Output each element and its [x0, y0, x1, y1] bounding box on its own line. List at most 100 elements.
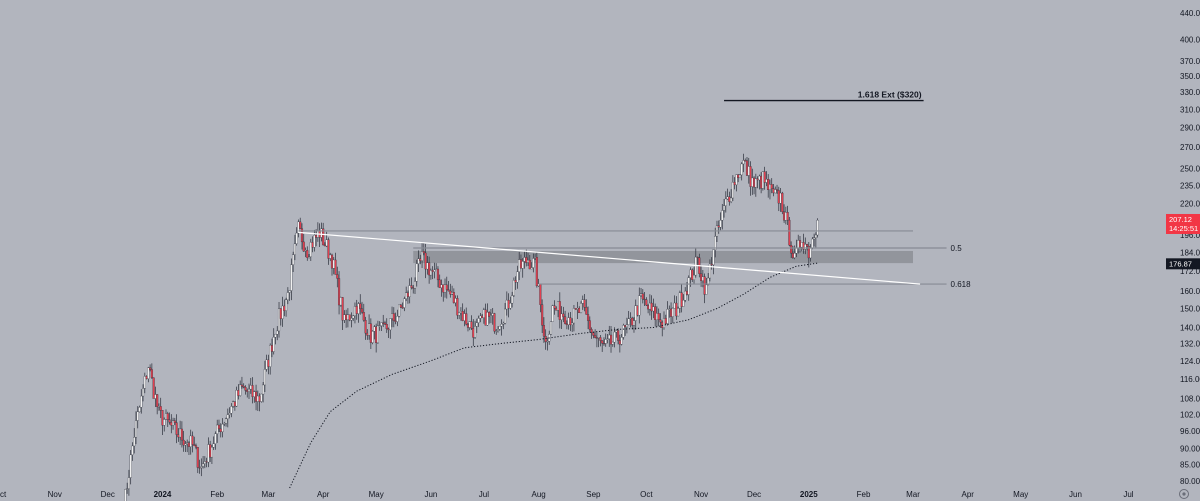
candle-body	[777, 190, 780, 204]
candle-body	[793, 253, 796, 258]
candle-body	[405, 292, 408, 299]
candle-body	[479, 315, 482, 319]
candle-body	[767, 179, 770, 191]
candle-body	[131, 445, 134, 456]
candle-body	[246, 390, 249, 392]
price-tick-label: 400.00	[1180, 35, 1200, 44]
candle-body	[339, 297, 342, 306]
tv-logo-ring[interactable]	[1179, 489, 1189, 499]
candle-body	[468, 321, 471, 328]
candle-body	[239, 384, 242, 396]
candle-body	[272, 337, 275, 352]
candle-body	[625, 324, 628, 328]
candle-body	[472, 328, 475, 338]
candle-body	[154, 394, 157, 399]
candle-body	[143, 376, 146, 389]
candle-body	[380, 322, 383, 326]
candle-body	[403, 298, 406, 308]
candle-body	[136, 411, 139, 421]
candle-body	[648, 302, 651, 310]
candle-body	[164, 413, 168, 420]
candle-body	[413, 281, 417, 289]
candle-body	[745, 160, 749, 176]
candle-body	[149, 367, 152, 370]
candle-body	[685, 290, 689, 295]
time-tick-label: 2024	[154, 490, 172, 499]
price-tick-label: 220.00	[1180, 199, 1200, 208]
tv-logo-dot	[1182, 492, 1186, 496]
candle-body	[493, 313, 496, 332]
price-tick-label: 90.00	[1180, 445, 1200, 454]
candle-body	[368, 323, 371, 336]
candle-body	[152, 377, 155, 399]
candle-body	[512, 280, 515, 296]
candle-body	[285, 299, 288, 311]
candle-body	[375, 326, 378, 343]
candle-body	[255, 391, 258, 402]
candle-body	[754, 178, 757, 188]
candle-body	[336, 274, 339, 279]
candle-body	[290, 264, 293, 291]
candle-body	[779, 192, 782, 204]
candle-body	[647, 305, 650, 310]
candle-body	[262, 384, 265, 395]
candle-body	[553, 305, 556, 309]
candle-body	[691, 269, 694, 280]
candle-body	[228, 413, 231, 415]
candle-body	[639, 293, 643, 296]
candle-body	[258, 395, 261, 402]
candle-body	[714, 236, 717, 250]
candle-body	[514, 280, 517, 283]
candle-body	[235, 390, 238, 407]
candle-body	[731, 182, 734, 199]
price-tick-label: 370.00	[1180, 57, 1200, 66]
candle-body	[753, 177, 756, 188]
candle-body	[668, 308, 671, 310]
candle-body	[813, 237, 816, 240]
candle-body	[343, 314, 346, 321]
candle-body	[624, 325, 627, 328]
candle-body	[327, 239, 330, 259]
candle-body	[530, 267, 533, 270]
candle-body	[295, 232, 298, 244]
candle-body	[677, 308, 680, 317]
candle-body	[346, 314, 349, 320]
candle-body	[232, 401, 235, 407]
target-label: 1.618 Ext ($320)	[858, 90, 922, 100]
candle-body	[535, 257, 538, 287]
candle-body	[382, 322, 385, 324]
candle-body	[406, 292, 409, 297]
candle-body	[735, 174, 738, 186]
candle-body	[590, 329, 593, 333]
candle-body	[217, 424, 221, 430]
time-tick-label: Nov	[48, 490, 62, 499]
candle-body	[541, 304, 544, 326]
candle-body	[438, 279, 441, 288]
candle-body	[451, 292, 454, 295]
candle-body	[636, 305, 639, 316]
time-axis[interactable]: Oct Nov Dec 2024 Feb Mar Apr May Jun Jul Aug Sep Oct…	[0, 490, 1134, 499]
candle-body	[156, 394, 159, 407]
zone-layer	[413, 250, 913, 264]
candle-body	[138, 407, 141, 413]
candle-body	[274, 334, 277, 338]
price-axis[interactable]: 440.00 400.00 370.00 350.00 330.00 310.00 290.…	[1180, 9, 1200, 486]
candle-body	[233, 401, 236, 407]
price-tick-label: 235.00	[1180, 181, 1200, 190]
candle-body	[292, 254, 295, 265]
candle-body	[267, 359, 270, 367]
candle-body	[588, 320, 591, 330]
time-tick-label: Mar	[906, 490, 920, 499]
candle-body	[504, 308, 507, 324]
tradingview-logo-icon[interactable]	[1179, 489, 1189, 499]
candle-body	[323, 244, 326, 247]
candle-body	[315, 234, 318, 238]
candle-body	[194, 445, 198, 448]
candle-body	[221, 423, 224, 433]
candle-body	[458, 312, 461, 316]
candle-body	[569, 317, 572, 326]
candle-body	[737, 174, 740, 178]
candle-body	[385, 324, 388, 329]
candle-body	[433, 269, 436, 272]
